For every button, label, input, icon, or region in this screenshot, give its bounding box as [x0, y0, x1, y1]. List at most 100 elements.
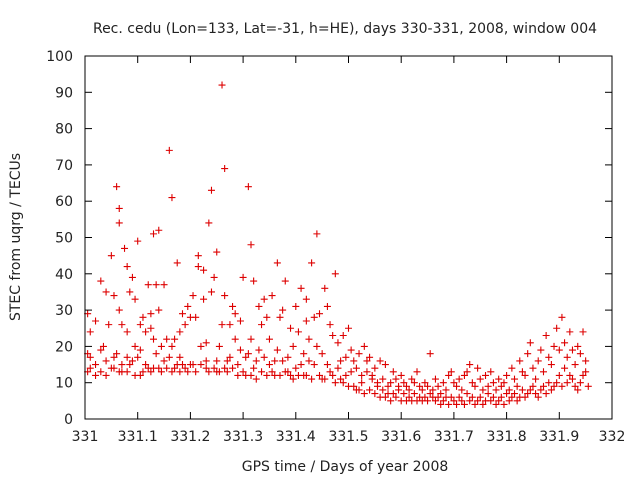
- data-point: [521, 371, 529, 379]
- data-point: [482, 371, 490, 379]
- data-point: [500, 400, 508, 408]
- data-point: [86, 328, 94, 336]
- data-point: [526, 339, 534, 347]
- data-point: [373, 379, 381, 387]
- data-point: [561, 364, 569, 372]
- data-point: [439, 397, 447, 405]
- data-point: [308, 375, 316, 383]
- data-point: [171, 364, 179, 372]
- data-point: [513, 382, 521, 390]
- data-point: [405, 393, 413, 401]
- data-point: [218, 321, 226, 329]
- data-point: [371, 390, 379, 398]
- data-point: [234, 361, 242, 369]
- data-point: [181, 364, 189, 372]
- data-point: [381, 361, 389, 369]
- data-point: [524, 350, 532, 358]
- data-point: [424, 397, 432, 405]
- data-point: [360, 390, 368, 398]
- data-point: [210, 364, 218, 372]
- data-point: [566, 371, 574, 379]
- data-point: [268, 368, 276, 376]
- data-point: [142, 361, 150, 369]
- data-point: [202, 339, 210, 347]
- data-point: [207, 186, 215, 194]
- data-point: [102, 371, 110, 379]
- x-tick-label: 331.7: [434, 429, 474, 445]
- data-point: [576, 350, 584, 358]
- data-point: [529, 364, 537, 372]
- data-point: [539, 382, 547, 390]
- data-point: [366, 386, 374, 394]
- data-point: [339, 379, 347, 387]
- data-point: [466, 397, 474, 405]
- data-point: [571, 361, 579, 369]
- data-point: [331, 270, 339, 278]
- data-point: [184, 302, 192, 310]
- data-point: [276, 371, 284, 379]
- data-point: [568, 375, 576, 383]
- data-point: [287, 371, 295, 379]
- data-point: [429, 386, 437, 394]
- data-point: [445, 371, 453, 379]
- data-point: [323, 361, 331, 369]
- data-point: [218, 81, 226, 89]
- data-point: [421, 393, 429, 401]
- data-point: [545, 379, 553, 387]
- data-point: [236, 317, 244, 325]
- data-point: [189, 292, 197, 300]
- data-point: [134, 353, 142, 361]
- y-axis: 0 10 20 30 40 50 60 70 80 90 100: [46, 49, 612, 428]
- data-point: [294, 328, 302, 336]
- data-point: [416, 382, 424, 390]
- data-point: [339, 332, 347, 340]
- data-point: [276, 313, 284, 321]
- data-point: [563, 379, 571, 387]
- data-point: [136, 371, 144, 379]
- data-point: [326, 321, 334, 329]
- x-tick-label: 331.8: [487, 429, 527, 445]
- data-point: [579, 371, 587, 379]
- data-point: [115, 219, 123, 227]
- data-point: [163, 335, 171, 343]
- data-point: [508, 393, 516, 401]
- data-point: [471, 400, 479, 408]
- data-point: [368, 371, 376, 379]
- data-point: [150, 335, 158, 343]
- data-point: [126, 361, 134, 369]
- data-point: [511, 390, 519, 398]
- data-point: [537, 346, 545, 354]
- data-point: [260, 295, 268, 303]
- data-point: [518, 386, 526, 394]
- data-point: [532, 375, 540, 383]
- data-point: [360, 342, 368, 350]
- data-point: [497, 382, 505, 390]
- data-point: [284, 368, 292, 376]
- data-point: [405, 386, 413, 394]
- data-point: [468, 393, 476, 401]
- data-point: [529, 382, 537, 390]
- data-point: [144, 281, 152, 289]
- data-point: [445, 400, 453, 408]
- data-point: [302, 295, 310, 303]
- data-point: [366, 353, 374, 361]
- data-point: [574, 342, 582, 350]
- data-point: [316, 371, 324, 379]
- data-point: [410, 379, 418, 387]
- data-point: [102, 288, 110, 296]
- data-point: [265, 335, 273, 343]
- data-point: [571, 382, 579, 390]
- data-point: [297, 361, 305, 369]
- data-point: [421, 379, 429, 387]
- data-point: [92, 371, 100, 379]
- data-point: [458, 397, 466, 405]
- data-point: [460, 371, 468, 379]
- data-point: [150, 230, 158, 238]
- data-point: [152, 350, 160, 358]
- data-point: [252, 375, 260, 383]
- data-point: [300, 350, 308, 358]
- data-point: [381, 393, 389, 401]
- data-point: [173, 259, 181, 267]
- data-point: [242, 353, 250, 361]
- data-point: [107, 252, 115, 260]
